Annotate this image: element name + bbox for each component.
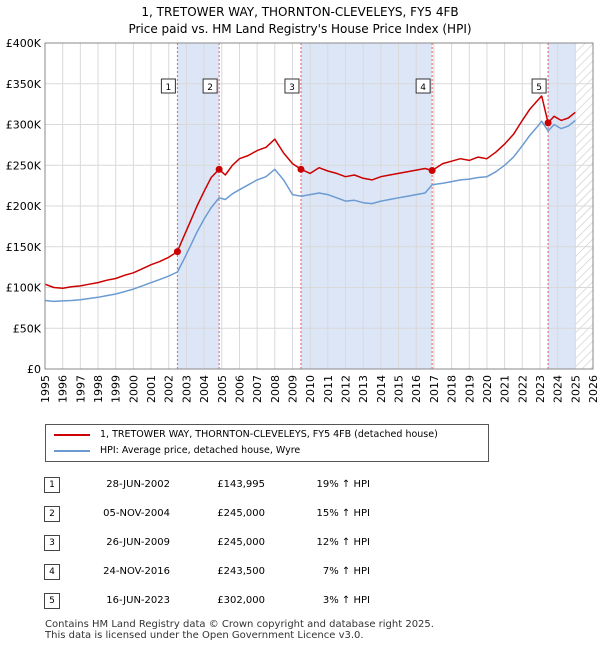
x-tick-label: 1998 — [92, 375, 105, 403]
sale-hpi-diff: 12% ↑ HPI — [316, 537, 370, 548]
sale-number-label: 3 — [289, 83, 295, 93]
sale-number-label: 1 — [166, 83, 172, 93]
y-tick-label: £100K — [6, 282, 42, 295]
table-row: 5 16-JUN-2023 £302,000 3% ↑ HPI — [0, 590, 600, 612]
legend-label-hpi: HPI: Average price, detached house, Wyre — [100, 445, 301, 456]
sale-date: 26-JUN-2009 — [106, 537, 170, 548]
x-tick-label: 2008 — [269, 375, 282, 403]
y-tick-label: £400K — [6, 37, 42, 50]
x-tick-label: 2003 — [180, 375, 193, 403]
table-row: 4 24-NOV-2016 £243,500 7% ↑ HPI — [0, 561, 600, 583]
x-tick-label: 2022 — [516, 375, 529, 403]
plot-frame — [44, 42, 594, 370]
legend-entry-property: 1, TRETOWER WAY, THORNTON-CLEVELEYS, FY5… — [54, 427, 438, 443]
sale-number-box — [202, 78, 218, 94]
y-tick-label: £150K — [6, 241, 42, 254]
sale-point — [544, 119, 552, 127]
sale-point — [173, 248, 181, 256]
sale-number-label: 2 — [207, 83, 213, 93]
table-row: 1 28-JUN-2002 £143,995 19% ↑ HPI — [0, 474, 600, 496]
footer-attribution: Contains HM Land Registry data © Crown c… — [45, 619, 434, 641]
sale-number-box — [531, 78, 547, 94]
x-tick-label: 2014 — [375, 375, 388, 403]
sale-number-badge: 3 — [44, 535, 60, 551]
y-tick-label: £0 — [27, 363, 41, 376]
sale-price: £243,500 — [217, 566, 265, 577]
x-tick-label: 2024 — [552, 375, 565, 403]
hpi-line — [44, 119, 576, 303]
x-tick-label: 2004 — [198, 375, 211, 403]
y-tick-label: £250K — [6, 159, 42, 172]
sale-number-label: 4 — [420, 83, 426, 93]
sale-price: £245,000 — [217, 537, 265, 548]
x-tick-label: 2001 — [145, 375, 158, 403]
legend-swatch-red — [54, 433, 90, 436]
sale-date: 28-JUN-2002 — [106, 479, 170, 490]
y-tick-label: £200K — [6, 200, 42, 213]
sale-hpi-diff: 19% ↑ HPI — [316, 479, 370, 490]
chart-title: 1, TRETOWER WAY, THORNTON-CLEVELEYS, FY5… — [141, 5, 459, 19]
sale-number-badge: 5 — [44, 593, 60, 609]
x-tick-label: 2016 — [410, 375, 423, 403]
chart-title-block: 1, TRETOWER WAY, THORNTON-CLEVELEYS, FY5… — [0, 4, 600, 38]
sale-hpi-diff: 7% ↑ HPI — [322, 566, 370, 577]
sale-date: 24-NOV-2016 — [103, 566, 170, 577]
sale-number-badge: 4 — [44, 564, 60, 580]
x-tick-label: 2010 — [304, 375, 317, 403]
x-tick-label: 2011 — [322, 375, 335, 403]
sale-point — [215, 165, 223, 173]
x-tick-label: 1999 — [110, 375, 123, 403]
price-chart: 1 2 3 4 5 £0 £50K £100K £150K £200K £250K £300K £350… — [6, 37, 600, 403]
sale-number-badge: 1 — [44, 477, 60, 493]
sale-point — [297, 165, 305, 173]
footer-line-1: Contains HM Land Registry data © Crown c… — [45, 619, 434, 630]
table-row: 2 05-NOV-2004 £245,000 15% ↑ HPI — [0, 503, 600, 525]
x-tick-label: 1995 — [39, 375, 52, 403]
sale-date: 16-JUN-2023 — [106, 595, 170, 606]
sale-price: £143,995 — [217, 479, 265, 490]
x-tick-label: 2015 — [393, 375, 406, 403]
sale-date: 05-NOV-2004 — [103, 508, 170, 519]
x-tick-label: 2018 — [446, 375, 459, 403]
chart-subtitle: Price paid vs. HM Land Registry's House … — [128, 22, 472, 36]
x-tick-label: 2021 — [499, 375, 512, 403]
x-tick-label: 2019 — [463, 375, 476, 403]
x-tick-label: 2025 — [569, 375, 582, 403]
x-tick-label: 2026 — [587, 375, 600, 403]
sale-point — [428, 167, 436, 175]
legend-label-property: 1, TRETOWER WAY, THORNTON-CLEVELEYS, FY5… — [100, 429, 438, 440]
sale-number-box — [160, 78, 176, 94]
x-tick-label: 1997 — [74, 375, 87, 403]
x-tick-label: 2023 — [534, 375, 547, 403]
chart-legend: 1, TRETOWER WAY, THORNTON-CLEVELEYS, FY5… — [45, 424, 489, 462]
table-row: 3 26-JUN-2009 £245,000 12% ↑ HPI — [0, 532, 600, 554]
x-tick-label: 2012 — [340, 375, 353, 403]
sale-number-label: 5 — [536, 83, 542, 93]
sale-number-box — [415, 78, 431, 94]
x-tick-label: 2009 — [286, 375, 299, 403]
x-tick-label: 2006 — [233, 375, 246, 403]
x-tick-label: 2002 — [163, 375, 176, 403]
sale-price: £302,000 — [217, 595, 265, 606]
x-tick-label: 1996 — [57, 375, 70, 403]
footer-line-2: This data is licensed under the Open Gov… — [45, 630, 364, 641]
sale-number-badge: 2 — [44, 506, 60, 522]
sale-price: £245,000 — [217, 508, 265, 519]
legend-swatch-blue — [54, 449, 90, 452]
x-tick-label: 2017 — [428, 375, 441, 403]
sale-hpi-diff: 3% ↑ HPI — [322, 595, 370, 606]
x-tick-label: 2007 — [251, 375, 264, 403]
x-tick-label: 2013 — [357, 375, 370, 403]
x-tick-label: 2020 — [481, 375, 494, 403]
y-tick-label: £300K — [6, 119, 42, 132]
legend-entry-hpi: HPI: Average price, detached house, Wyre — [54, 443, 300, 459]
sale-hpi-diff: 15% ↑ HPI — [316, 508, 370, 519]
x-tick-label: 2005 — [216, 375, 229, 403]
sale-number-box — [284, 78, 300, 94]
y-tick-label: £350K — [6, 78, 42, 91]
x-tick-label: 2000 — [127, 375, 140, 403]
y-tick-label: £50K — [13, 322, 42, 335]
property-price-line — [44, 95, 576, 290]
